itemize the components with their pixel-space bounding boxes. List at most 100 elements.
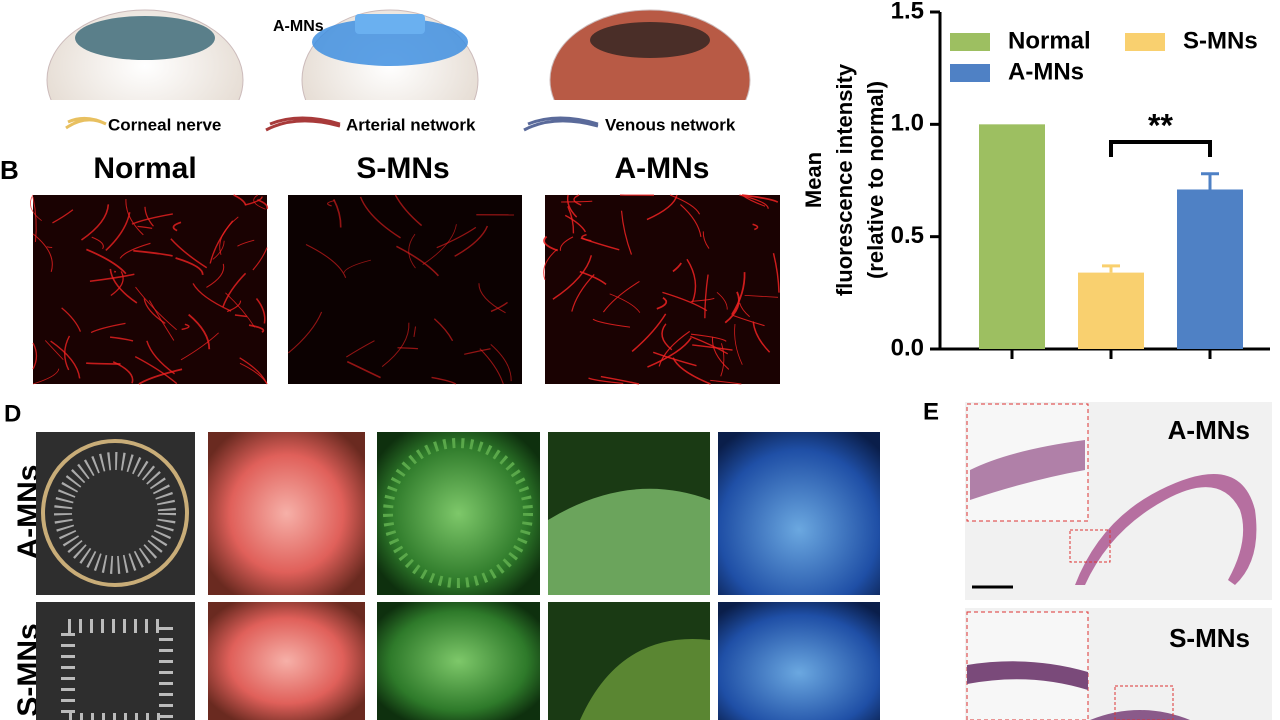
fibre: [237, 239, 255, 247]
photo: [208, 602, 365, 720]
fibre: [479, 348, 504, 385]
fibre: [662, 291, 708, 312]
fibre: [692, 344, 733, 351]
eye-surface: [548, 488, 710, 595]
fibre: [234, 314, 248, 318]
fibre: [170, 238, 208, 269]
fibre: [744, 294, 779, 298]
fibre: [180, 332, 219, 361]
fibre: [600, 375, 640, 385]
fibre: [64, 335, 71, 371]
y-axis-label: (relative to normal): [863, 81, 888, 279]
photo: [377, 432, 540, 595]
fibre: [394, 194, 423, 227]
fibre: [702, 231, 710, 249]
fibre: [464, 348, 491, 355]
fibre: [175, 257, 204, 276]
fibre: [579, 270, 607, 286]
fibre: [661, 323, 673, 351]
fibre: [345, 340, 375, 358]
ring: [383, 438, 533, 588]
fibre: [752, 223, 759, 231]
fibre: [239, 357, 268, 385]
fibre: [631, 313, 667, 353]
panel-letter: E: [923, 398, 939, 425]
photo: [208, 432, 365, 595]
error-bar: [1102, 264, 1120, 273]
fibre: [413, 326, 417, 338]
fibre: [90, 322, 126, 334]
vein-icon: [523, 116, 599, 132]
fibre: [188, 313, 211, 350]
fibre: [327, 200, 335, 207]
nerve-icon: [65, 117, 107, 130]
fibre: [543, 248, 558, 280]
fibre: [566, 194, 578, 218]
significance: **: [1148, 107, 1173, 143]
fibre: [112, 361, 134, 384]
fibre: [588, 377, 624, 385]
legend-label: S-MNs: [1183, 27, 1258, 54]
fibre: [146, 340, 176, 375]
fibre: [647, 337, 692, 368]
fibre: [552, 255, 593, 300]
fibre: [125, 199, 144, 236]
legend-label: A-MNs: [1008, 58, 1084, 85]
fibre: [680, 204, 702, 237]
bar: [1078, 272, 1144, 349]
fibre: [192, 283, 232, 312]
fibre: [148, 300, 175, 341]
fibre: [669, 194, 701, 215]
fibre: [244, 196, 263, 206]
column-label: Normal: [93, 152, 196, 185]
fibre: [305, 244, 347, 278]
patch: [355, 14, 425, 34]
fibre: [137, 225, 153, 229]
fibre: [226, 300, 242, 313]
fibre: [397, 347, 419, 350]
fibre: [720, 343, 725, 377]
fibre: [710, 379, 742, 385]
fibre: [731, 272, 746, 316]
fibre: [32, 368, 60, 385]
fibre: [212, 240, 225, 260]
bar-chart: Mean fluorescence intensity (relative to n…: [801, 0, 1270, 361]
fibre: [704, 274, 709, 319]
fibre: [559, 236, 574, 251]
fibre: [32, 342, 38, 370]
fibre: [739, 302, 750, 318]
zoom-box: [1114, 685, 1174, 720]
fibre: [91, 236, 104, 250]
y-tick-label: 0.0: [891, 334, 924, 361]
artery-icon: [265, 116, 341, 132]
fibre: [381, 322, 410, 368]
photos: [36, 432, 880, 720]
legend-item: Venous network: [605, 115, 736, 134]
y-axis-label: fluorescence intensity: [832, 63, 857, 296]
fibre: [422, 224, 457, 265]
fibre: [686, 258, 697, 303]
y-tick-label: 1.5: [891, 0, 924, 24]
legend-label: Normal: [1008, 27, 1091, 54]
photo: [718, 432, 880, 595]
fibre: [255, 298, 266, 324]
fibre: [144, 206, 154, 227]
fibre: [772, 252, 780, 293]
fibre: [135, 286, 177, 331]
fibre: [543, 235, 559, 252]
fibre: [359, 196, 401, 239]
y-tick-label: 0.5: [891, 222, 924, 249]
fibre: [133, 249, 173, 257]
fibre: [109, 336, 134, 342]
fibre: [741, 194, 766, 207]
fibre: [343, 259, 371, 273]
fibre: [109, 268, 138, 304]
fibre: [219, 216, 239, 255]
fibre: [248, 324, 265, 333]
fibre: [620, 210, 633, 255]
fibre: [690, 335, 729, 355]
fibre: [724, 291, 740, 324]
fibre: [172, 221, 182, 232]
fibre: [181, 323, 190, 331]
